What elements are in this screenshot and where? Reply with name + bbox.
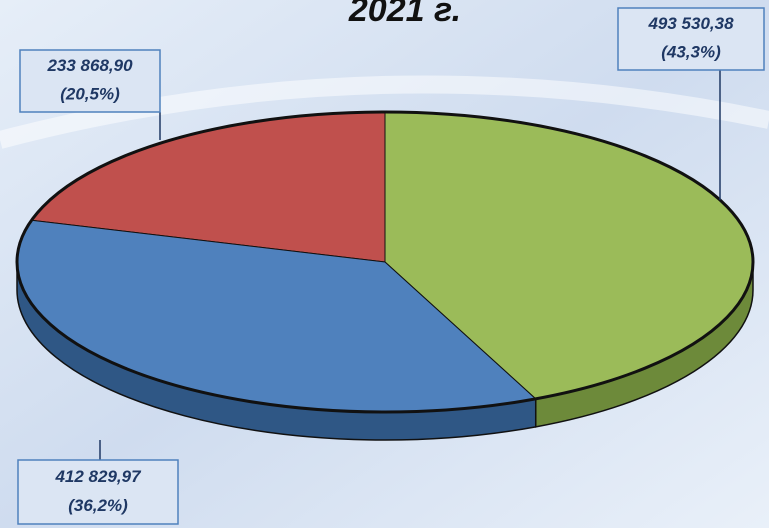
share-label: (36,2%) (68, 496, 128, 515)
label-box (617, 7, 765, 71)
coin-rim (15, 110, 755, 414)
data-label: 412 829,97 (54, 467, 142, 486)
decor (0, 75, 769, 149)
label-box (19, 49, 161, 113)
share-label: (20,5%) (60, 85, 120, 104)
label-box (17, 459, 179, 525)
data-label: 233 868,90 (46, 56, 133, 75)
share-label: (43,3%) (661, 43, 721, 62)
data-label: 493 530,38 (647, 14, 734, 33)
chart-title: 2021 г. (348, 0, 461, 29)
